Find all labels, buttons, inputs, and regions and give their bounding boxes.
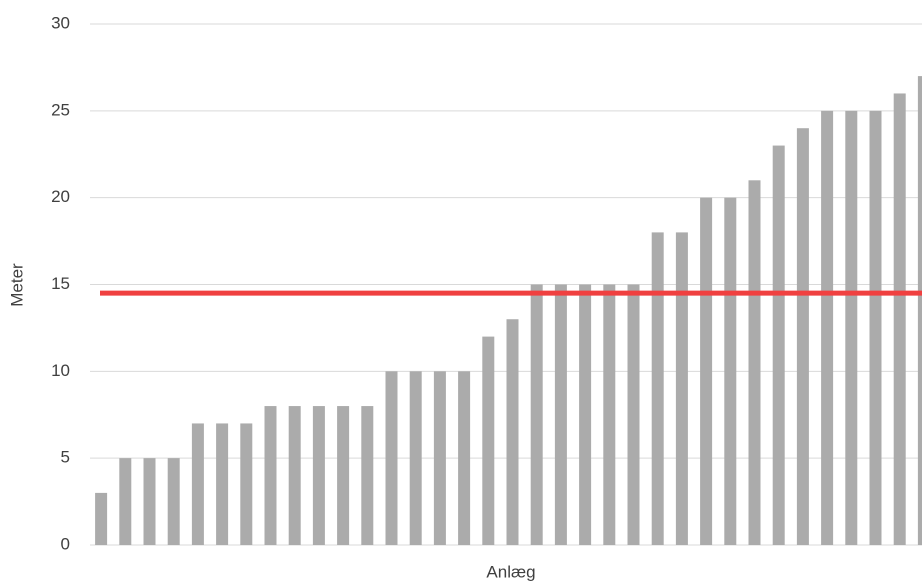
bar	[143, 458, 156, 545]
y-tick-label: 20	[51, 187, 70, 206]
bar	[264, 406, 277, 545]
y-tick-label: 0	[61, 534, 70, 553]
bar	[167, 458, 180, 545]
bar	[385, 371, 398, 545]
bar	[119, 458, 132, 545]
bar	[869, 110, 882, 545]
bar	[506, 319, 519, 545]
bar	[240, 423, 253, 545]
bar	[724, 197, 737, 545]
bar	[796, 128, 809, 545]
bar	[458, 371, 471, 545]
bar	[700, 197, 713, 545]
bar	[433, 371, 446, 545]
bar	[579, 284, 592, 545]
bar	[337, 406, 350, 545]
bar	[191, 423, 204, 545]
y-tick-label: 10	[51, 361, 70, 380]
bar	[917, 76, 922, 545]
bar	[772, 145, 785, 546]
bar	[409, 371, 422, 545]
y-tick-label: 5	[61, 448, 70, 467]
y-tick-label: 15	[51, 274, 70, 293]
bar	[675, 232, 688, 545]
bar	[603, 284, 616, 545]
bar	[748, 180, 761, 546]
bar	[361, 406, 374, 545]
bar	[845, 110, 858, 545]
bar	[651, 232, 664, 545]
bar	[482, 336, 495, 545]
y-axis-label: Meter	[7, 263, 26, 307]
bar	[627, 284, 640, 545]
bar	[288, 406, 301, 545]
bar	[95, 492, 108, 545]
bar	[312, 406, 325, 545]
bar	[216, 423, 229, 545]
y-tick-label: 25	[51, 100, 70, 119]
bar	[530, 284, 543, 545]
bar	[893, 93, 906, 545]
bar	[554, 284, 567, 545]
bar	[821, 110, 834, 545]
y-tick-label: 30	[51, 13, 70, 32]
x-axis-label: Anlæg	[486, 562, 535, 581]
